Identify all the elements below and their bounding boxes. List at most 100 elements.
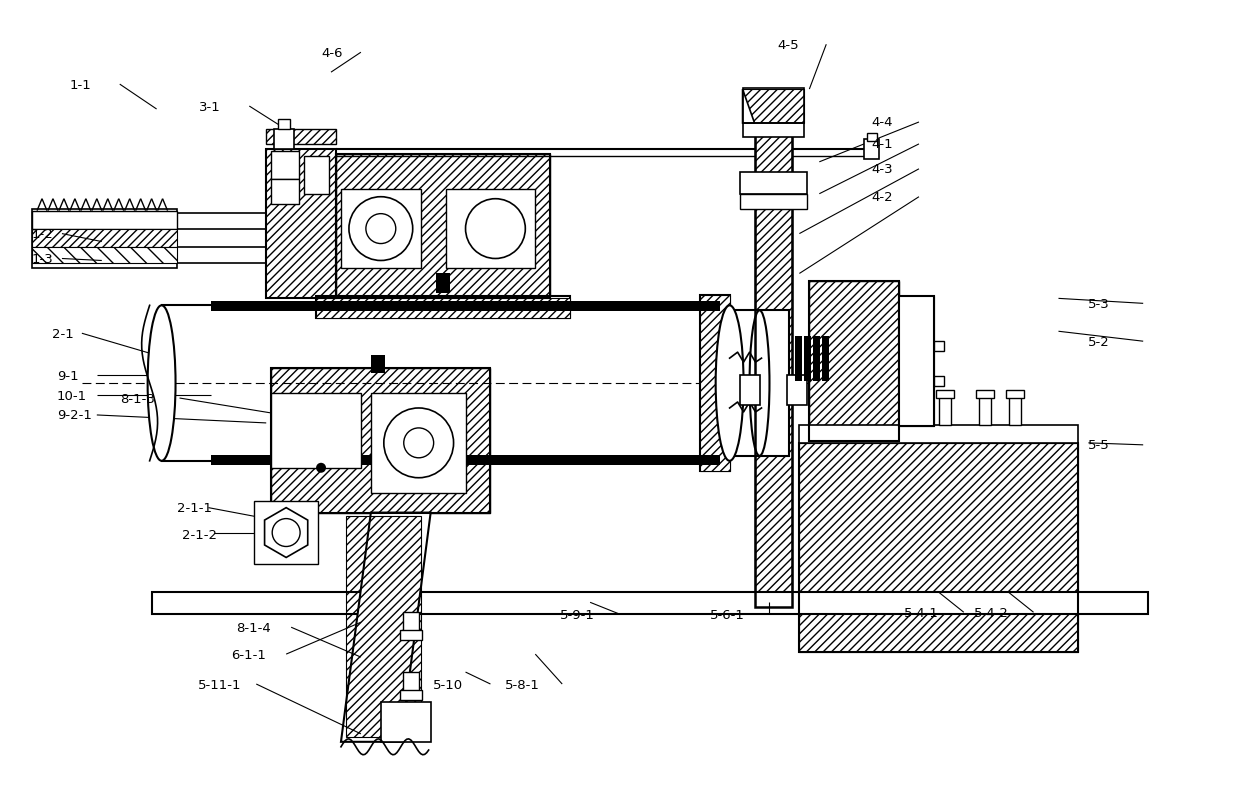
Polygon shape [742, 90, 755, 124]
Bar [212, 456, 720, 465]
Bar [32, 211, 176, 230]
Bar [799, 443, 1078, 652]
Bar [266, 149, 336, 299]
Text: 2-1: 2-1 [52, 328, 73, 340]
Bar [935, 390, 954, 398]
Circle shape [404, 428, 434, 459]
Bar [755, 130, 793, 608]
Bar [742, 124, 804, 138]
Bar [795, 336, 803, 381]
Bar [403, 613, 419, 634]
Bar [32, 210, 176, 269]
Bar [740, 376, 760, 406]
Ellipse shape [716, 306, 743, 461]
Bar [823, 336, 829, 381]
Bar [151, 593, 1149, 614]
Bar [813, 336, 820, 381]
Circle shape [466, 199, 525, 259]
Bar [799, 443, 1078, 652]
Bar [900, 297, 934, 426]
Bar [934, 342, 944, 352]
Bar [1009, 397, 1021, 426]
Bar [700, 296, 730, 471]
Bar [788, 376, 808, 406]
Text: 5-8-1: 5-8-1 [506, 678, 540, 691]
Bar [271, 369, 491, 513]
Bar [370, 393, 466, 493]
Bar [316, 297, 570, 319]
Bar [276, 403, 326, 463]
Polygon shape [265, 508, 307, 558]
Bar [934, 377, 944, 386]
Bar [436, 274, 450, 294]
Bar [730, 311, 789, 456]
Polygon shape [341, 513, 431, 742]
Text: 5-4-2: 5-4-2 [974, 606, 1009, 619]
Text: 4-2: 4-2 [871, 191, 893, 204]
Bar [266, 149, 336, 299]
Bar [979, 397, 991, 426]
Bar [446, 190, 535, 269]
Bar [380, 702, 431, 742]
Text: 8-1-3: 8-1-3 [120, 392, 155, 405]
Text: 2-1-2: 2-1-2 [182, 528, 217, 541]
Bar [346, 516, 421, 737]
Bar [161, 306, 730, 461]
Text: 5-11-1: 5-11-1 [197, 678, 240, 691]
Bar [901, 390, 919, 398]
Bar [446, 190, 535, 269]
Text: 4-5: 4-5 [777, 39, 799, 51]
Bar [254, 501, 318, 565]
Text: 5-6-1: 5-6-1 [710, 608, 745, 621]
Bar [809, 282, 900, 442]
Bar [271, 393, 361, 468]
Bar [740, 194, 808, 210]
Text: 5-4-1: 5-4-1 [904, 606, 939, 619]
Ellipse shape [147, 306, 176, 461]
Bar [316, 299, 570, 319]
Text: 1-3: 1-3 [32, 253, 53, 266]
Bar [403, 672, 419, 694]
Text: 8-1-4: 8-1-4 [237, 621, 271, 634]
Text: 5-9-1: 5-9-1 [560, 608, 595, 621]
Text: 3-1: 3-1 [199, 100, 222, 113]
Bar [304, 157, 330, 194]
Bar [740, 173, 808, 194]
Text: 2-1-1: 2-1-1 [176, 502, 212, 515]
Bar [742, 89, 804, 124]
Bar [700, 296, 730, 471]
Text: 1-2: 1-2 [32, 228, 53, 241]
Bar [271, 152, 299, 180]
Bar [799, 426, 1078, 443]
Bar [900, 297, 934, 426]
Text: 5-5: 5-5 [1088, 438, 1110, 452]
Bar [266, 130, 336, 145]
Text: 4-4: 4-4 [871, 116, 892, 129]
Circle shape [316, 463, 326, 473]
Circle shape [366, 214, 395, 244]
Text: 9-1: 9-1 [57, 369, 78, 382]
Bar [32, 230, 176, 247]
Bar [212, 455, 720, 465]
Text: 4-1: 4-1 [871, 138, 893, 151]
Text: 9-2-1: 9-2-1 [57, 409, 92, 422]
Bar [274, 130, 294, 149]
Circle shape [384, 409, 453, 478]
Bar [400, 630, 421, 640]
Text: 4-3: 4-3 [871, 163, 893, 176]
Text: 1-1: 1-1 [69, 79, 92, 92]
Bar [809, 282, 900, 442]
Circle shape [349, 198, 413, 261]
Bar [336, 155, 550, 299]
Bar [212, 302, 720, 312]
Bar [939, 397, 950, 426]
Bar [279, 120, 290, 130]
Bar [400, 690, 421, 700]
Bar [370, 356, 385, 373]
Text: 10-1: 10-1 [57, 389, 87, 402]
Bar [271, 180, 299, 205]
Text: 5-10: 5-10 [432, 678, 463, 691]
Circle shape [273, 519, 300, 547]
Bar [271, 369, 491, 513]
Bar [904, 397, 916, 426]
